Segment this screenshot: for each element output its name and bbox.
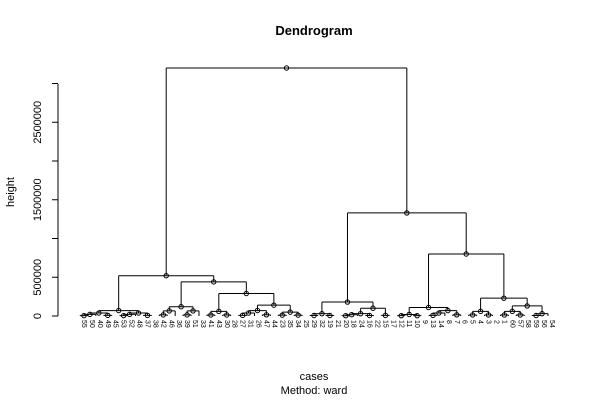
leaf-label: 21 (334, 320, 341, 328)
leaf-label: 3 (485, 320, 492, 324)
leaf-label: 26 (255, 320, 262, 328)
leaf-label: 5 (469, 320, 476, 324)
merge-node (81, 312, 87, 319)
leaf-label: 32 (318, 320, 325, 328)
leaf-label: 4 (477, 320, 484, 324)
leaf-label: 56 (540, 320, 547, 328)
leaf-label: 27 (239, 320, 246, 328)
leaf-label: 46 (167, 320, 174, 328)
merge-node (398, 312, 404, 319)
leaf-label: 7 (453, 320, 460, 324)
merge-node (343, 313, 349, 319)
leaf-label: 24 (358, 320, 365, 328)
leaf-label: 40 (96, 320, 103, 328)
leaf-label: 17 (389, 320, 396, 328)
leaf-label: 20 (342, 320, 349, 328)
leaf-label: 53 (120, 320, 127, 328)
leaf-label: 6 (461, 320, 468, 324)
leaf-label: 54 (548, 320, 555, 328)
leaf-label: 22 (373, 320, 380, 328)
leaf-label: 31 (247, 320, 254, 328)
leaf-label: 8 (445, 320, 452, 324)
leaf-label: 47 (262, 320, 269, 328)
y-tick-label: 2500000 (32, 101, 44, 144)
leaf-label: 28 (231, 320, 238, 328)
leaf-label: 41 (207, 320, 214, 328)
dendrogram-tree (79, 65, 549, 319)
merge-node (348, 312, 355, 318)
leaf-label: 11 (405, 320, 412, 327)
leaf-label: 48 (136, 320, 143, 328)
leaf-label: 49 (104, 320, 111, 328)
leaf-label: 29 (310, 320, 317, 328)
leaf-label: 2 (492, 320, 499, 324)
chart-title: Dendrogram (275, 23, 352, 38)
leaf-label: 30 (223, 320, 230, 328)
merge-node (414, 312, 420, 319)
leaf-label: 44 (270, 320, 277, 328)
leaf-labels: 55 50 40 49 45 53 52 48 37 38 42 46 36 39 51 33 41 43 30 28… (80, 320, 555, 328)
leaf-label: 59 (532, 320, 539, 328)
leaf-label: 43 (215, 320, 222, 328)
leaf-label: 15 (381, 320, 388, 328)
y-tick-label: 0 (32, 313, 44, 319)
leaf-label: 39 (183, 320, 190, 328)
leaf-label: 36 (175, 320, 182, 328)
merge-node (126, 311, 133, 318)
leaf-label: 25 (302, 320, 309, 328)
x-axis-label: cases (300, 371, 329, 383)
leaf-label: 37 (143, 320, 150, 328)
leaf-label: 18 (350, 320, 357, 328)
merge-node (87, 311, 93, 318)
merge-node (283, 65, 290, 71)
leaf-label: 42 (159, 320, 166, 328)
leaf-label: 1 (500, 320, 507, 324)
leaf-label: 52 (128, 320, 135, 328)
leaf-label: 23 (278, 320, 285, 328)
leaf-label: 57 (516, 320, 523, 328)
leaf-label: 34 (294, 320, 301, 328)
leaf-label: 16 (366, 320, 373, 328)
leaf-label: 12 (397, 320, 404, 328)
leaf-label: 58 (524, 320, 531, 328)
leaf-label: 60 (508, 320, 515, 328)
leaf-label: 13 (429, 320, 436, 328)
y-axis-label: height (5, 177, 17, 207)
merge-node (120, 312, 127, 319)
leaf-label: 55 (80, 320, 87, 328)
y-tick-label: 500000 (32, 259, 44, 296)
leaf-label: 14 (437, 320, 444, 328)
leaf-label: 35 (286, 320, 293, 328)
leaf-label: 50 (88, 320, 95, 328)
leaf-label: 38 (151, 320, 158, 328)
leaf-label: 45 (112, 320, 119, 328)
method-subtitle: Method: ward (281, 385, 348, 397)
leaf-label: 51 (191, 320, 198, 328)
leaf-label: 10 (413, 320, 420, 328)
leaf-label: 33 (199, 320, 206, 328)
y-tick-label: 1500000 (32, 178, 44, 221)
leaf-label: 9 (421, 320, 428, 324)
y-axis: 0 500000 1500000 2500000 (32, 83, 59, 319)
leaf-label: 19 (326, 320, 333, 328)
